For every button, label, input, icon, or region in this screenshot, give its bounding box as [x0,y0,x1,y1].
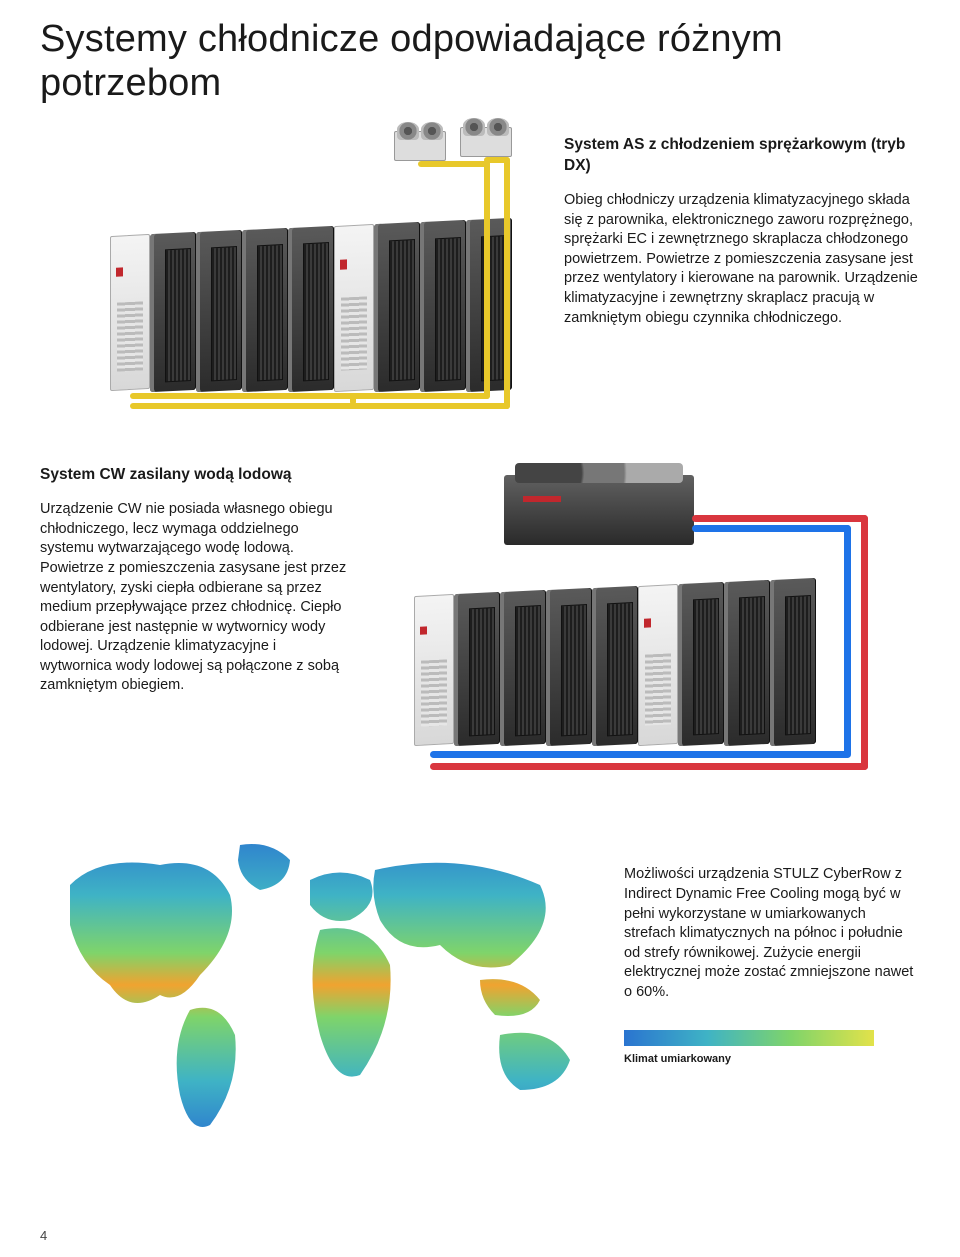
cw-heading: System CW zasilany wodą lodową [40,465,350,486]
chilled-water-chiller [504,475,694,545]
climate-gradient-legend-bar [624,1030,874,1046]
server-rack [374,222,420,392]
server-rack [196,230,242,392]
crac-unit [414,594,454,746]
crac-unit [110,234,150,391]
section-as: System AS z chłodzeniem sprężarkowym (tr… [40,115,920,415]
crac-unit [334,224,374,392]
server-rack [420,220,466,392]
chilled-water-supply-pipe [430,751,850,758]
section-climate-map: Możliwości urządzenia STULZ CyberRow z I… [40,825,920,1175]
refrigerant-pipe [484,157,510,163]
page-number: 4 [40,1228,47,1243]
air-cooled-condenser [394,131,446,161]
refrigerant-pipe [504,157,510,409]
server-rack [150,232,196,392]
refrigerant-pipe [130,403,510,409]
chilled-water-return-pipe [861,515,868,770]
server-rack [592,586,638,746]
chilled-water-return-pipe [430,763,868,770]
server-rack [546,588,592,746]
as-body: Obieg chłodniczy urządzenia klimatyzacyj… [564,191,920,328]
chilled-water-supply-pipe [844,525,851,758]
refrigerant-pipe [130,393,490,399]
page-title: Systemy chłodnicze odpowiadające różnym … [40,18,920,105]
refrigerant-pipe [484,161,490,399]
section-cw: System CW zasilany wodą lodową Urządzeni… [40,465,920,805]
server-rack [724,580,770,746]
server-rack [678,582,724,746]
world-climate-map [40,825,600,1145]
chilled-water-supply-pipe [692,525,851,532]
map-body: Możliwości urządzenia STULZ CyberRow z I… [624,865,920,1002]
server-rack [454,592,500,746]
refrigerant-pipe [350,393,356,405]
cw-system-illustration [374,465,920,805]
air-cooled-condenser [460,127,512,157]
server-rack [500,590,546,746]
cw-body: Urządzenie CW nie posiada własnego obieg… [40,500,350,696]
chilled-water-return-pipe [692,515,868,522]
crac-unit [638,584,678,746]
refrigerant-pipe [418,161,490,167]
server-rack [242,228,288,392]
server-rack [770,578,816,746]
server-rack [288,226,334,392]
as-system-illustration [40,115,540,415]
as-heading: System AS z chłodzeniem sprężarkowym (tr… [564,135,920,177]
climate-gradient-legend-label: Klimat umiarkowany [624,1052,920,1067]
